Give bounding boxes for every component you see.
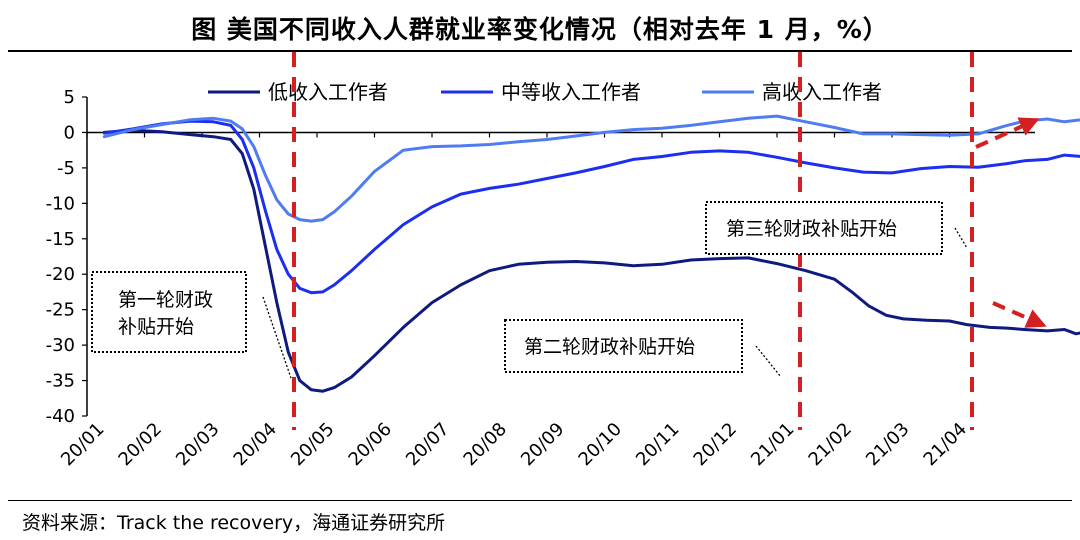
annotation-text: 第二轮财政补贴开始 xyxy=(524,336,695,358)
legend-label: 低收入工作者 xyxy=(268,80,388,104)
chart-title: 图 美国不同收入人群就业率变化情况（相对去年 1 月，%） xyxy=(191,15,889,44)
trend-arrow-down xyxy=(992,301,1047,328)
x-tick-label: 20/07 xyxy=(402,419,454,471)
series-layer xyxy=(102,114,1080,393)
x-tick-label: 21/01 xyxy=(747,419,799,471)
series-line-1 xyxy=(102,119,1080,295)
title-divider xyxy=(8,50,1072,52)
legend: 低收入工作者 中等收入工作者 高收入工作者 xyxy=(208,80,882,104)
series-line-0 xyxy=(102,128,1080,393)
source-note: 资料来源：Track the recovery，海通证券研究所 xyxy=(22,512,446,534)
annotation-box-1 xyxy=(91,271,247,353)
y-tick-label: -30 xyxy=(46,335,75,356)
x-tick-label: 20/11 xyxy=(632,419,684,471)
x-tick-label: 20/12 xyxy=(690,419,742,471)
trend-arrow-up xyxy=(975,117,1040,149)
x-tick-label: 20/02 xyxy=(115,419,167,471)
x-tick-label: 21/03 xyxy=(862,419,914,471)
legend-label: 高收入工作者 xyxy=(762,80,882,104)
legend-label: 中等收入工作者 xyxy=(501,80,641,104)
x-tick-label: 20/04 xyxy=(230,419,282,471)
source-divider xyxy=(8,500,1072,501)
annotation-pointer xyxy=(954,227,968,249)
x-tick-label: 20/08 xyxy=(460,419,512,471)
series-line-2 xyxy=(102,114,1080,223)
annotation-text: 第一轮财政 xyxy=(118,289,213,311)
y-tick-label: 5 xyxy=(64,87,75,108)
x-tick-label: 20/09 xyxy=(517,419,569,471)
y-tick-label: -15 xyxy=(46,229,75,250)
y-tick-label: -20 xyxy=(46,264,75,285)
annotation-box-3 xyxy=(705,201,943,255)
y-tick-label: -10 xyxy=(46,193,75,214)
x-tick-label: 20/03 xyxy=(172,419,224,471)
x-tick-label: 21/04 xyxy=(920,419,972,471)
y-tick-label: -5 xyxy=(57,158,75,179)
annotation-pointer xyxy=(755,345,782,378)
annotation-text: 补贴开始 xyxy=(118,316,194,338)
annotation-box-2 xyxy=(504,319,743,373)
y-tick-label: -35 xyxy=(46,371,75,392)
y-tick-label: -40 xyxy=(46,406,75,427)
x-tick-label: 20/06 xyxy=(345,419,397,471)
x-tick-label: 20/05 xyxy=(287,419,339,471)
y-tick-label: -25 xyxy=(46,300,75,321)
x-tick-label: 20/10 xyxy=(575,419,627,471)
annotation-text: 第三轮财政补贴开始 xyxy=(726,218,897,240)
x-tick-label: 21/02 xyxy=(805,419,857,471)
y-tick-label: 0 xyxy=(64,122,75,143)
